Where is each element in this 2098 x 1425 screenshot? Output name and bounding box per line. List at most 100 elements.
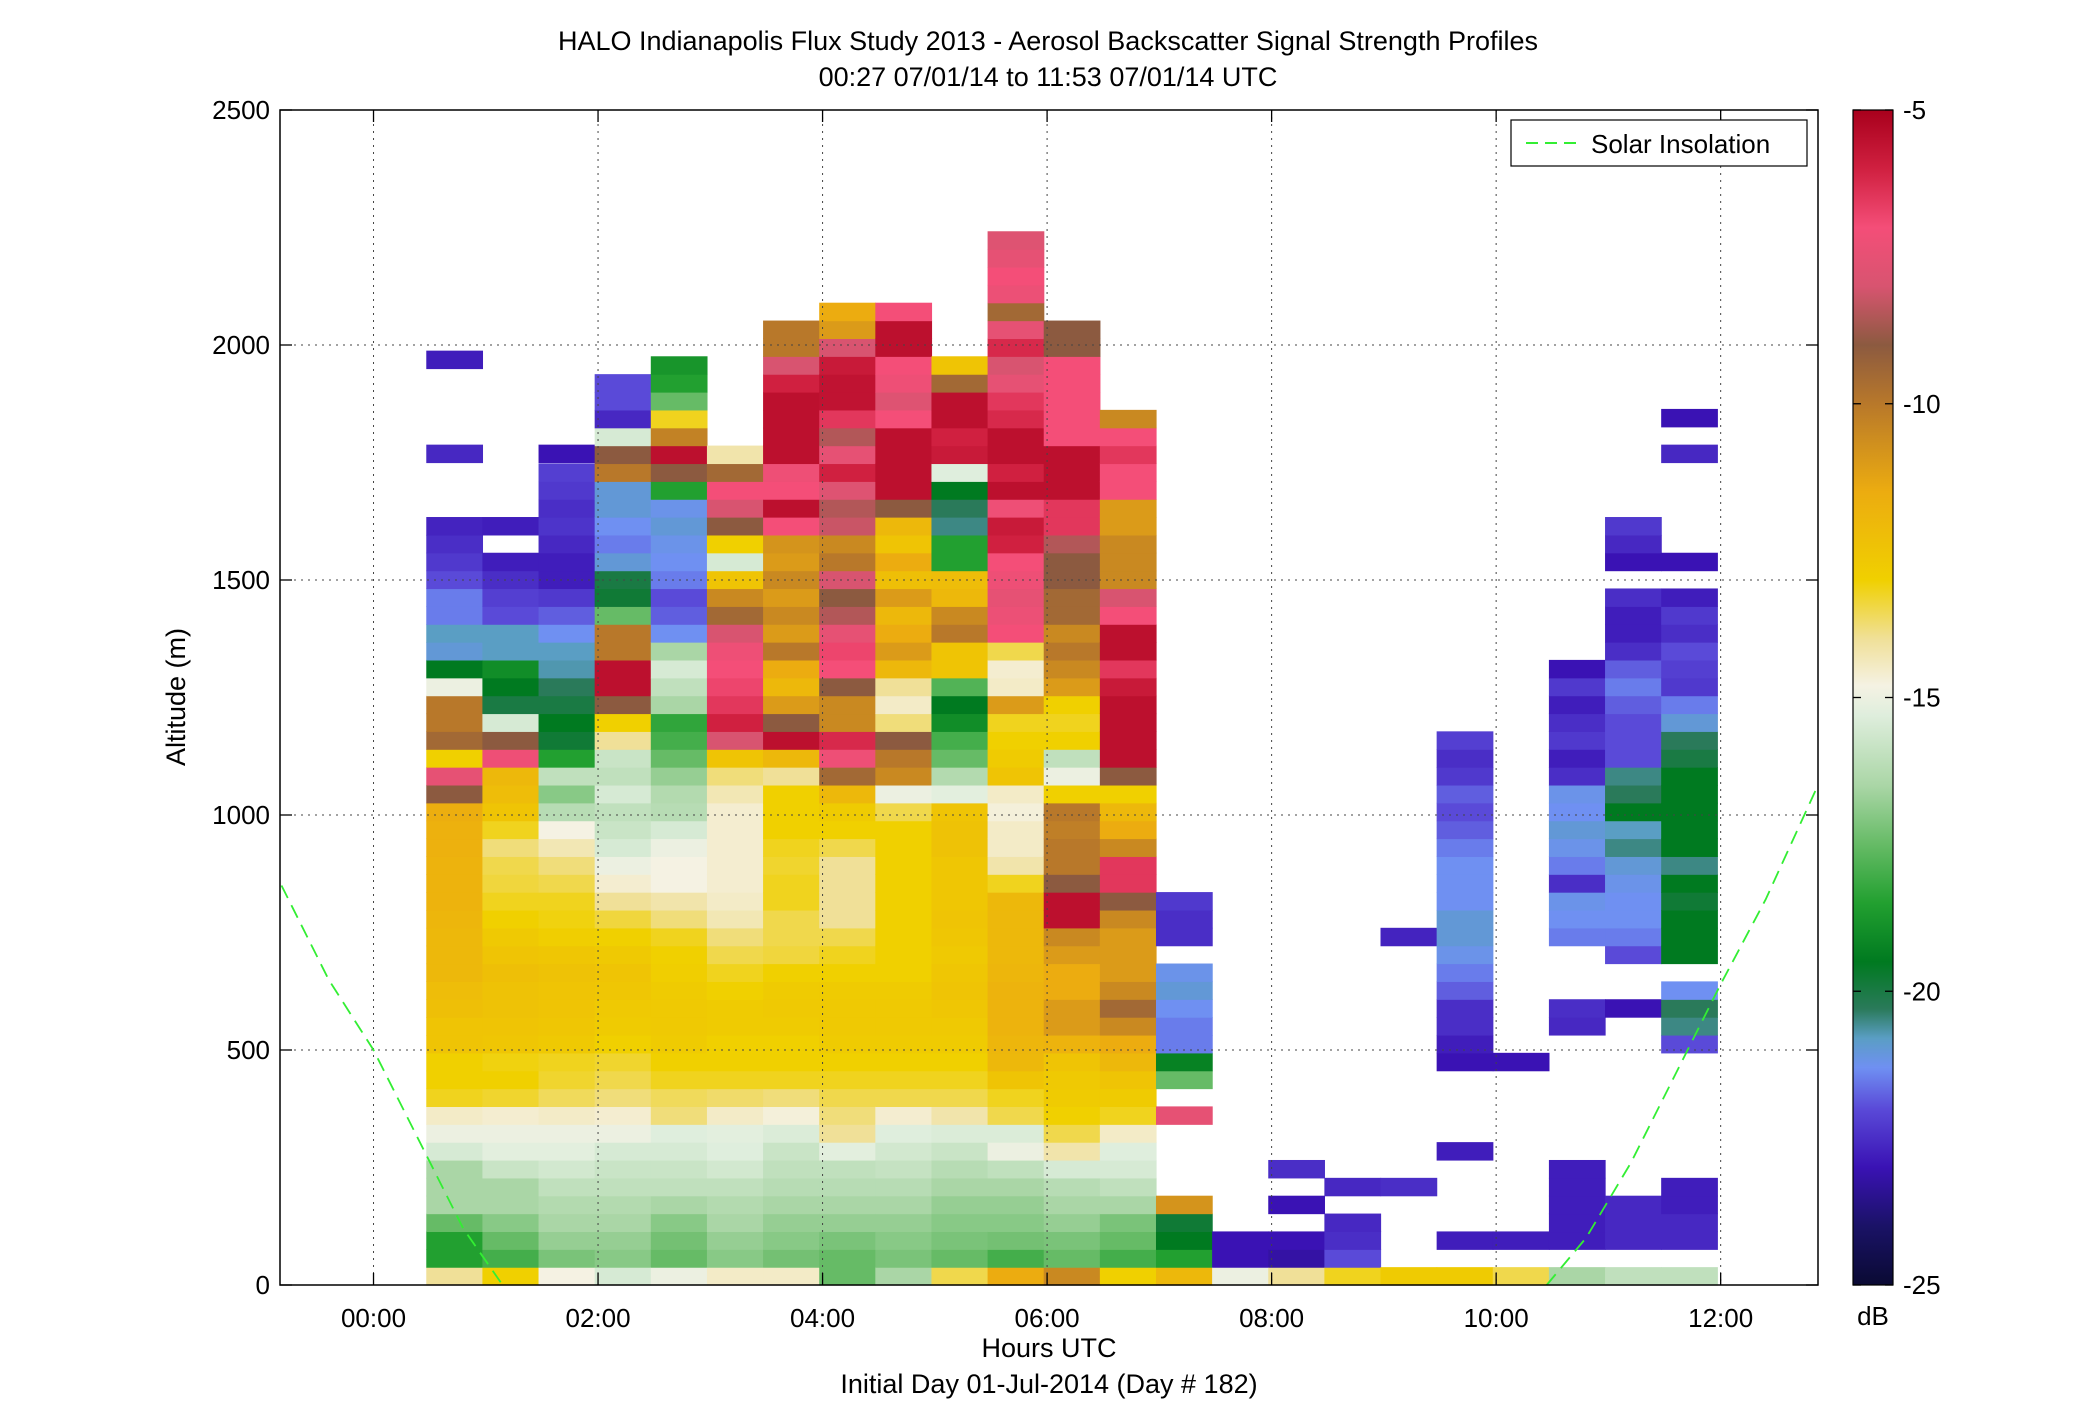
heatmap-cell <box>931 999 989 1018</box>
heatmap-cell <box>1324 1213 1382 1233</box>
heatmap-cell <box>875 338 933 357</box>
heatmap-cell <box>987 1177 1045 1197</box>
heatmap-cell <box>987 338 1045 357</box>
heatmap-cell <box>426 767 484 786</box>
heatmap-cell <box>1099 1017 1157 1036</box>
y-tick-label: 1500 <box>212 565 270 595</box>
heatmap-cell <box>763 677 820 697</box>
heatmap-cell <box>819 1124 876 1143</box>
heatmap-cell <box>819 695 876 715</box>
heatmap-cell <box>650 784 708 804</box>
heatmap-cell <box>1661 999 1718 1018</box>
heatmap-cell <box>706 981 764 1000</box>
heatmap-cell <box>819 392 876 411</box>
heatmap-cell <box>1099 427 1157 447</box>
heatmap-cell <box>763 499 820 518</box>
heatmap-cell <box>538 642 596 661</box>
heatmap-cell <box>987 642 1045 661</box>
heatmap-cell <box>594 1088 652 1107</box>
heatmap-cell <box>594 1267 652 1286</box>
heatmap-cell <box>875 1142 933 1161</box>
heatmap-cell <box>426 999 484 1018</box>
heatmap-cell <box>426 588 484 607</box>
heatmap-cell <box>594 1106 652 1125</box>
heatmap-cell <box>1099 1124 1157 1143</box>
heatmap-cell <box>1661 444 1718 464</box>
heatmap-cell <box>819 1088 876 1107</box>
heatmap-cell <box>1043 552 1101 572</box>
heatmap-cell <box>1043 374 1101 393</box>
heatmap-cell <box>1155 963 1213 982</box>
heatmap-cell <box>819 1017 876 1036</box>
heatmap-cell <box>1099 909 1157 929</box>
heatmap-cell <box>1268 1249 1325 1268</box>
heatmap-cell <box>1548 677 1606 697</box>
heatmap-cell <box>931 892 989 911</box>
y-tick-label: 1000 <box>212 800 270 830</box>
heatmap-cell <box>875 642 933 661</box>
heatmap-cell <box>482 517 540 536</box>
heatmap-cell <box>1661 1213 1718 1233</box>
heatmap-cell <box>706 1195 764 1215</box>
heatmap-cell <box>763 320 820 340</box>
heatmap-cell <box>1043 981 1101 1000</box>
heatmap-cell <box>426 1088 484 1107</box>
heatmap-cell <box>482 1213 540 1233</box>
heatmap-cell <box>650 1231 708 1250</box>
heatmap-cell <box>875 945 933 965</box>
heatmap-cell <box>426 874 484 893</box>
heatmap-cell <box>482 1231 540 1250</box>
heatmap-cell <box>594 945 652 965</box>
x-tick-label: 06:00 <box>1015 1303 1080 1333</box>
heatmap-cell <box>1099 838 1157 857</box>
heatmap-cell <box>426 1213 484 1233</box>
heatmap-cell <box>1548 1177 1606 1197</box>
heatmap-cell <box>931 909 989 929</box>
heatmap-cell <box>1436 820 1494 840</box>
heatmap-cell <box>538 499 596 518</box>
heatmap-cell <box>1324 1267 1382 1286</box>
heatmap-cell <box>706 1231 764 1250</box>
heatmap-cell <box>650 713 708 732</box>
heatmap-cell <box>706 945 764 965</box>
heatmap-cell <box>1380 927 1438 947</box>
heatmap-cell <box>875 749 933 768</box>
heatmap-cell <box>875 856 933 875</box>
heatmap-cell <box>1605 713 1662 732</box>
heatmap-cell <box>763 1070 820 1090</box>
heatmap-cell <box>987 1249 1045 1268</box>
heatmap-cell <box>1605 802 1662 822</box>
heatmap-cell <box>875 1159 933 1179</box>
heatmap-cell <box>594 588 652 607</box>
heatmap-cell <box>1099 499 1157 518</box>
heatmap-cell <box>1043 606 1101 625</box>
heatmap-cell <box>1155 1267 1213 1286</box>
heatmap-cell <box>931 1159 989 1179</box>
heatmap-cell <box>819 1267 876 1286</box>
heatmap-cell <box>1099 820 1157 840</box>
heatmap-cell <box>1155 1195 1213 1215</box>
heatmap-cell <box>931 677 989 697</box>
heatmap-cell <box>426 695 484 715</box>
heatmap-cell <box>931 838 989 857</box>
heatmap-cell <box>594 677 652 697</box>
heatmap-cell <box>426 838 484 857</box>
heatmap-cell <box>1043 1267 1101 1286</box>
heatmap-cell <box>426 1052 484 1072</box>
heatmap-cell <box>482 999 540 1018</box>
heatmap-cell <box>875 999 933 1018</box>
heatmap-cell <box>1436 1267 1494 1286</box>
heatmap-cell <box>819 1052 876 1072</box>
heatmap-cell <box>426 350 484 370</box>
heatmap-cell <box>987 266 1045 286</box>
heatmap-cell <box>1099 642 1157 661</box>
heatmap-cell <box>594 838 652 857</box>
heatmap-cell <box>819 659 876 679</box>
heatmap-cell <box>426 624 484 643</box>
heatmap-cell <box>538 606 596 625</box>
heatmap-cell <box>482 695 540 715</box>
heatmap-cell <box>650 802 708 822</box>
heatmap-cell <box>1548 1159 1606 1179</box>
heatmap-cell <box>1605 659 1662 679</box>
heatmap-cell <box>1661 981 1718 1000</box>
